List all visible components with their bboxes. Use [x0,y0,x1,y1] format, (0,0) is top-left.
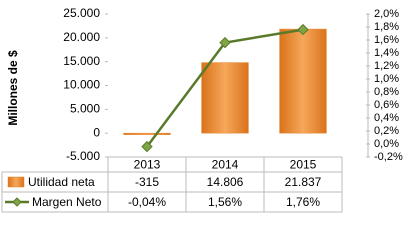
y2-tick-label: -0,2% [374,151,403,163]
y2-tick-label: 1,2% [374,60,399,72]
y2-tick-label: 1,6% [374,34,399,46]
table-value: 14.806 [207,175,244,189]
marker [297,23,309,36]
table-value: 1,56% [208,195,242,209]
category-label: 2013 [134,158,161,172]
y2-tick-label: 2,0% [374,8,399,20]
bar [279,28,327,134]
y-tick-label: 5.000 [70,102,100,116]
marker [141,140,153,153]
legend-label: Margen Neto [32,195,102,209]
y-tick-label: 0 [93,125,100,139]
chart: Millones de $ 25.000 20.000 15.000 10.000 5.… [1,6,403,213]
y-tick-label: 20.000 [63,30,100,44]
category-label: 2015 [290,158,317,172]
y-tick-label: 25.000 [63,6,100,20]
y2-tick-label: 1,4% [374,47,399,59]
legend-swatch [7,176,25,188]
table-value: -0,04% [128,195,166,209]
y-tick-label: 10.000 [63,78,100,92]
y2-tick-label: 1,8% [374,21,399,33]
y2-tick-label: 0,0% [374,138,399,150]
y2-tick-label: 0,6% [374,99,399,111]
table-value: 21.837 [285,175,322,189]
y2-tick-label: 0,8% [374,86,399,98]
table-value: -315 [135,175,159,189]
y-tick-label: -5.000 [66,149,100,163]
bar [123,132,171,135]
y2-tick-label: 0,2% [374,125,399,137]
table-value: 1,76% [286,195,320,209]
category-label: 2014 [212,158,239,172]
y2-tick-label: 0,4% [374,112,399,124]
bar [201,62,249,134]
legend-swatch [12,197,22,207]
legend-label: Utilidad neta [28,175,95,189]
y-axis-label: Millones de $ [6,50,20,126]
y-tick-label: 15.000 [63,54,100,68]
marker [219,36,231,49]
y2-tick-label: 1,0% [374,73,399,85]
